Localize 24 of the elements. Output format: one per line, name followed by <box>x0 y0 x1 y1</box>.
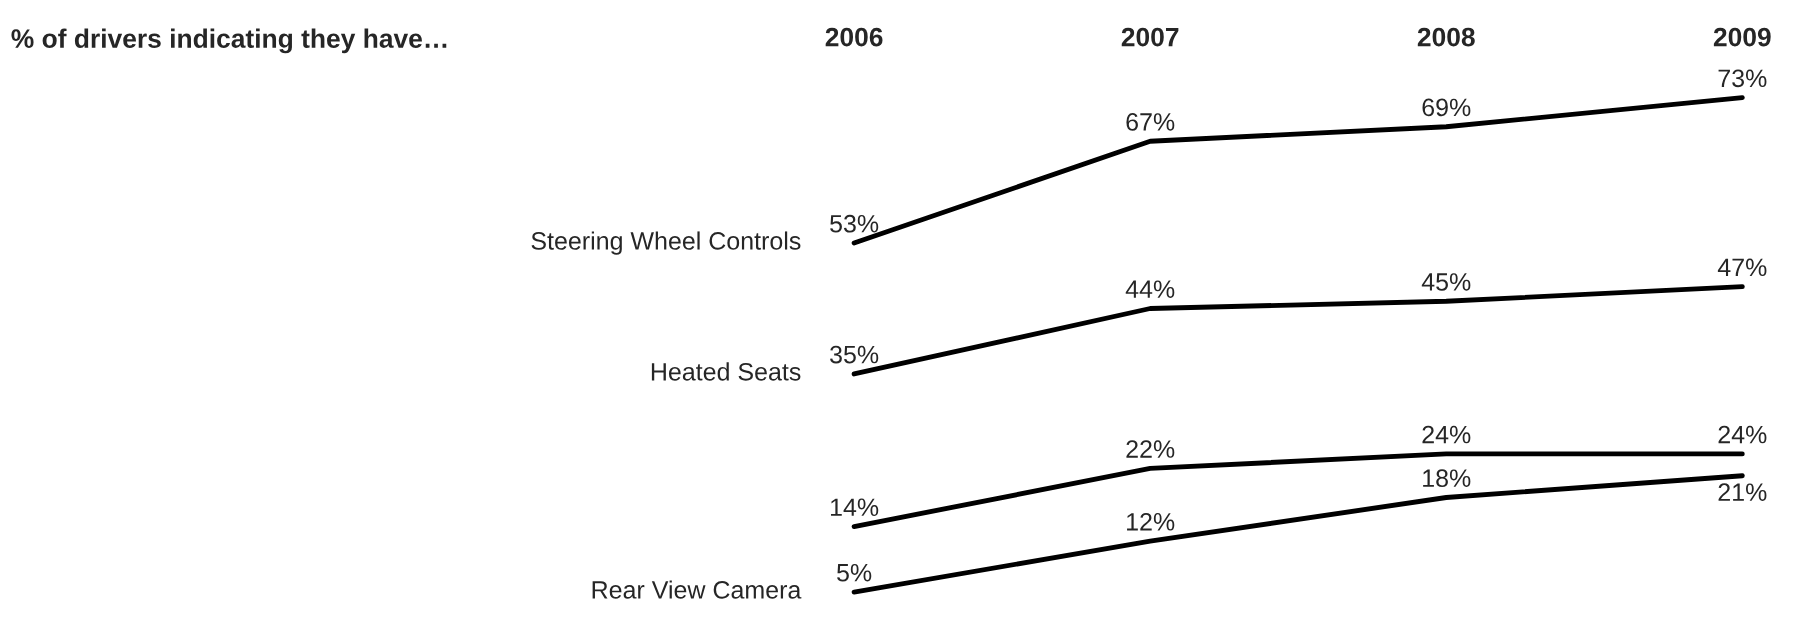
data-label: 73% <box>1718 69 1767 88</box>
data-label: 5% <box>837 563 872 582</box>
x-tick-label: 2009 <box>1713 27 1771 47</box>
x-tick-label: 2007 <box>1121 27 1179 47</box>
text: % of drivers indicating they have… <box>11 28 447 54</box>
text: Rear View Camera <box>592 580 802 599</box>
data-label: 24% <box>1422 425 1471 444</box>
data-label: 18% <box>1423 469 1471 488</box>
data-label: 67% <box>1126 113 1175 131</box>
data-label: 69% <box>1422 98 1471 117</box>
text: Steering Wheel Controls <box>531 231 801 255</box>
data-label: 14% <box>830 498 879 517</box>
data-label: 44% <box>1125 280 1175 298</box>
text: Heated Seats <box>651 362 801 381</box>
x-tick-label: 2008 <box>1417 27 1475 47</box>
data-label: 21% <box>1718 483 1767 501</box>
data-label: 53% <box>830 214 879 233</box>
data-label: 45% <box>1421 273 1471 291</box>
x-tick-label: 2006 <box>825 27 883 47</box>
data-label: 35% <box>830 345 879 364</box>
data-label: 22% <box>1126 440 1175 458</box>
data-label: 47% <box>1717 258 1767 277</box>
data-label: 24% <box>1718 425 1767 444</box>
data-label: 12% <box>1127 512 1175 531</box>
